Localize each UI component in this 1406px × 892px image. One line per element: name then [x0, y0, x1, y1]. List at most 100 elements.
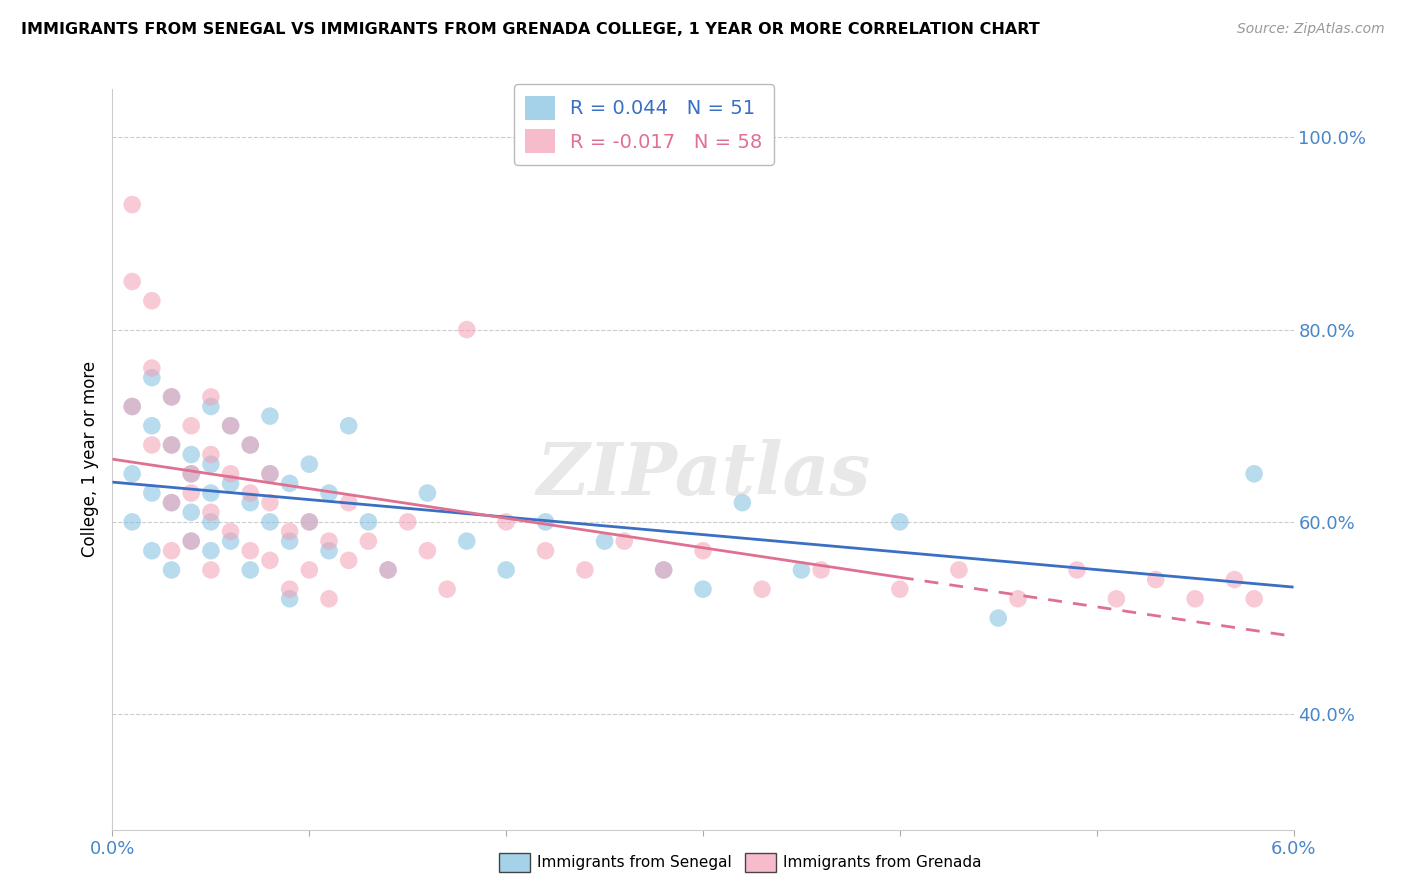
Point	[180, 418, 202, 433]
Point	[200, 448, 222, 462]
Point	[337, 553, 360, 567]
Point	[1066, 563, 1088, 577]
Point	[200, 390, 222, 404]
Point	[948, 563, 970, 577]
Point	[416, 543, 439, 558]
Point	[337, 418, 360, 433]
Point	[121, 515, 143, 529]
Point	[239, 438, 262, 452]
Point	[219, 418, 242, 433]
Point	[121, 197, 143, 211]
Point	[160, 496, 183, 510]
Point	[790, 563, 813, 577]
Point	[259, 496, 281, 510]
Point	[141, 370, 163, 384]
Point	[219, 524, 242, 539]
Point	[141, 543, 163, 558]
Legend: R = 0.044   N = 51, R = -0.017   N = 58: R = 0.044 N = 51, R = -0.017 N = 58	[513, 84, 775, 165]
Point	[318, 543, 340, 558]
Point	[652, 563, 675, 577]
Point	[259, 409, 281, 423]
Point	[219, 418, 242, 433]
Text: Immigrants from Grenada: Immigrants from Grenada	[783, 855, 981, 870]
Text: IMMIGRANTS FROM SENEGAL VS IMMIGRANTS FROM GRENADA COLLEGE, 1 YEAR OR MORE CORRE: IMMIGRANTS FROM SENEGAL VS IMMIGRANTS FR…	[21, 22, 1040, 37]
Point	[613, 534, 636, 549]
Point	[141, 438, 163, 452]
Point	[278, 582, 301, 597]
Point	[160, 543, 183, 558]
Point	[396, 515, 419, 529]
Point	[810, 563, 832, 577]
Point	[180, 534, 202, 549]
Point	[298, 515, 321, 529]
Point	[318, 486, 340, 500]
Point	[574, 563, 596, 577]
Point	[259, 467, 281, 481]
Point	[1184, 591, 1206, 606]
Point	[377, 563, 399, 577]
Point	[200, 505, 222, 519]
Point	[357, 515, 380, 529]
Point	[377, 563, 399, 577]
Point	[259, 467, 281, 481]
Point	[731, 496, 754, 510]
Point	[239, 496, 262, 510]
Point	[219, 476, 242, 491]
Point	[456, 534, 478, 549]
Point	[278, 534, 301, 549]
Point	[337, 496, 360, 510]
Point	[1223, 573, 1246, 587]
Text: Immigrants from Senegal: Immigrants from Senegal	[537, 855, 733, 870]
Point	[318, 534, 340, 549]
Point	[1105, 591, 1128, 606]
Point	[180, 448, 202, 462]
Point	[121, 400, 143, 414]
Point	[180, 486, 202, 500]
Point	[1144, 573, 1167, 587]
Point	[160, 563, 183, 577]
Point	[180, 534, 202, 549]
Point	[889, 515, 911, 529]
Point	[259, 515, 281, 529]
Point	[141, 293, 163, 308]
Point	[889, 582, 911, 597]
Point	[180, 467, 202, 481]
Point	[121, 400, 143, 414]
Point	[495, 515, 517, 529]
Point	[534, 543, 557, 558]
Point	[239, 438, 262, 452]
Point	[318, 591, 340, 606]
Y-axis label: College, 1 year or more: College, 1 year or more	[80, 361, 98, 558]
Point	[298, 563, 321, 577]
Point	[987, 611, 1010, 625]
Point	[278, 524, 301, 539]
Point	[200, 400, 222, 414]
Point	[160, 438, 183, 452]
Point	[239, 563, 262, 577]
Point	[121, 275, 143, 289]
Point	[593, 534, 616, 549]
Text: Source: ZipAtlas.com: Source: ZipAtlas.com	[1237, 22, 1385, 37]
Point	[751, 582, 773, 597]
Point	[456, 322, 478, 336]
Point	[219, 534, 242, 549]
Point	[692, 582, 714, 597]
Point	[1243, 467, 1265, 481]
Point	[180, 505, 202, 519]
Point	[160, 390, 183, 404]
Point	[259, 553, 281, 567]
Text: ZIPatlas: ZIPatlas	[536, 439, 870, 509]
Point	[160, 496, 183, 510]
Point	[416, 486, 439, 500]
Point	[141, 361, 163, 376]
Point	[200, 515, 222, 529]
Point	[141, 486, 163, 500]
Point	[200, 563, 222, 577]
Point	[219, 467, 242, 481]
Point	[141, 418, 163, 433]
Point	[1243, 591, 1265, 606]
Point	[200, 543, 222, 558]
Point	[534, 515, 557, 529]
Point	[495, 563, 517, 577]
Point	[1007, 591, 1029, 606]
